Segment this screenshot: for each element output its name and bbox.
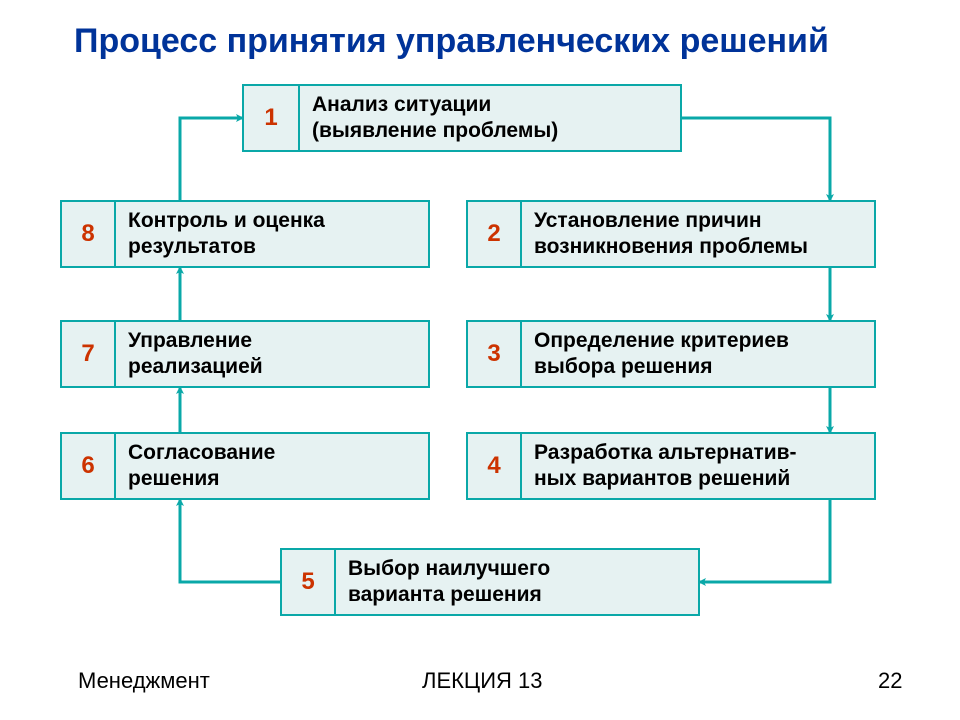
diagram-stage: Процесс принятия управленческих решений …	[0, 0, 960, 720]
flow-node-label: Выбор наилучшего варианта решения	[336, 548, 700, 616]
flow-node-label: Управление реализацией	[116, 320, 430, 388]
flow-node-number: 6	[60, 432, 116, 500]
arrow-a4	[700, 500, 830, 582]
flow-node-label: Разработка альтернатив- ных вариантов ре…	[522, 432, 876, 500]
flow-node-number: 2	[466, 200, 522, 268]
footer-left: Менеджмент	[78, 668, 210, 694]
footer-center: ЛЕКЦИЯ 13	[422, 668, 542, 694]
flow-node-1: 1Анализ ситуации (выявление проблемы)	[242, 84, 682, 152]
flow-node-8: 8Контроль и оценка результатов	[60, 200, 430, 268]
flow-node-7: 7Управление реализацией	[60, 320, 430, 388]
flow-node-number: 5	[280, 548, 336, 616]
flow-node-label: Анализ ситуации (выявление проблемы)	[300, 84, 682, 152]
flow-node-number: 3	[466, 320, 522, 388]
flow-node-number: 1	[242, 84, 300, 152]
flow-node-label: Определение критериев выбора решения	[522, 320, 876, 388]
arrow-a5	[180, 500, 280, 582]
flow-node-6: 6Согласование решения	[60, 432, 430, 500]
flow-node-number: 7	[60, 320, 116, 388]
arrow-a1	[682, 118, 830, 200]
page-title: Процесс принятия управленческих решений	[74, 22, 829, 61]
flow-node-label: Контроль и оценка результатов	[116, 200, 430, 268]
flow-node-3: 3Определение критериев выбора решения	[466, 320, 876, 388]
flow-node-4: 4Разработка альтернатив- ных вариантов р…	[466, 432, 876, 500]
flow-node-label: Согласование решения	[116, 432, 430, 500]
flow-node-2: 2Установление причин возникновения пробл…	[466, 200, 876, 268]
flow-node-number: 8	[60, 200, 116, 268]
flow-node-number: 4	[466, 432, 522, 500]
arrow-a8	[180, 118, 242, 200]
footer-right: 22	[878, 668, 902, 694]
flow-node-label: Установление причин возникновения пробле…	[522, 200, 876, 268]
flow-node-5: 5Выбор наилучшего варианта решения	[280, 548, 700, 616]
